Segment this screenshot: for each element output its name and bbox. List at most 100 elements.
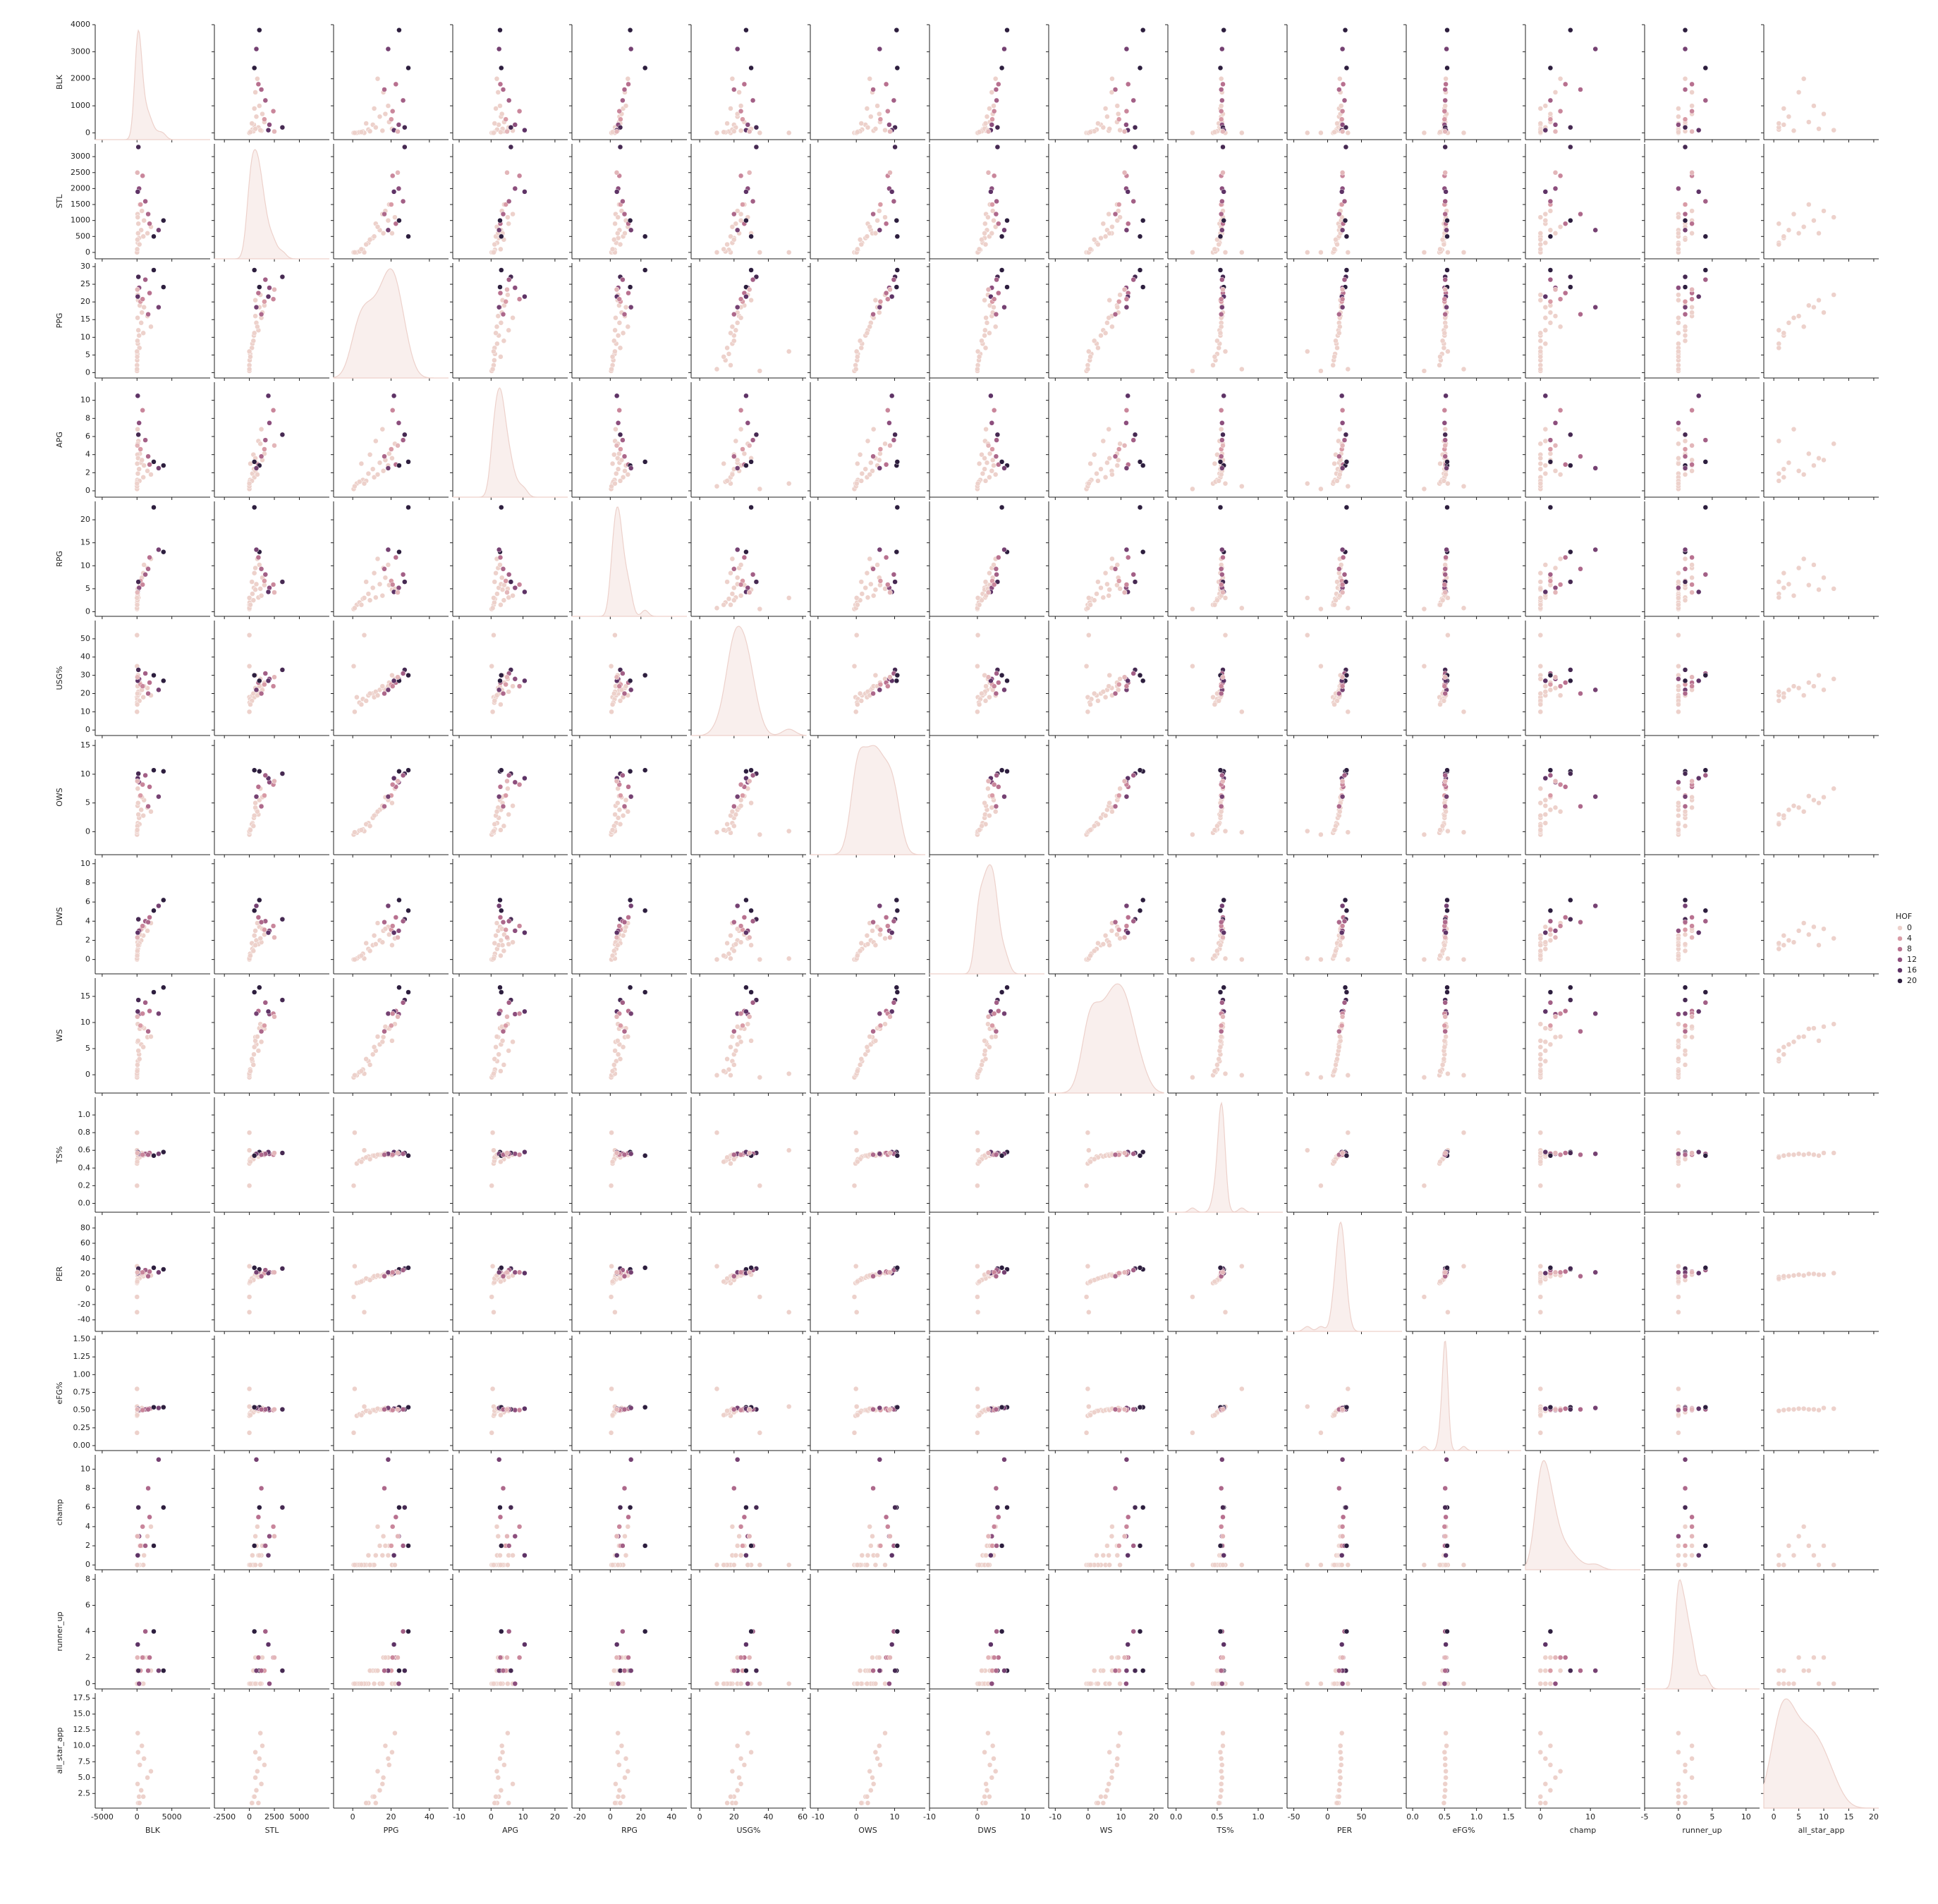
scatter-point <box>1087 827 1093 833</box>
scatter-point <box>499 908 504 914</box>
scatter-point <box>156 304 162 310</box>
scatter-point <box>402 124 408 130</box>
scatter-point <box>877 208 882 214</box>
scatter-point <box>270 582 276 587</box>
scatter-point <box>1592 903 1598 909</box>
scatter-point <box>1442 87 1448 92</box>
scatter-point <box>145 803 151 810</box>
scatter-point <box>979 690 985 697</box>
scatter-point <box>868 460 874 465</box>
scatter-point <box>738 296 744 302</box>
scatter-point <box>1339 296 1346 302</box>
scatter-point <box>887 934 893 941</box>
scatter-point <box>498 937 504 944</box>
scatter-point <box>1004 217 1010 224</box>
scatter-point <box>748 504 754 511</box>
scatter-point <box>1336 453 1342 459</box>
scatter-point <box>1689 231 1695 236</box>
scatter-point <box>265 293 272 300</box>
scatter-point <box>1689 443 1695 448</box>
scatter-point <box>865 124 871 130</box>
scatter-point <box>1117 935 1123 941</box>
scatter-point <box>1125 221 1131 226</box>
scatter-point <box>252 587 258 592</box>
scatter-point <box>1216 241 1221 248</box>
scatter-point <box>882 214 888 220</box>
scatter-point <box>1219 571 1225 578</box>
scatter-point <box>1676 585 1681 591</box>
y-tick-label: 0 <box>85 826 90 836</box>
scatter-point <box>1437 354 1443 360</box>
scatter-point <box>385 903 391 909</box>
scatter-point <box>1437 460 1443 467</box>
y-tick-label: 50 <box>80 634 90 643</box>
scatter-point <box>991 463 997 468</box>
scatter-point <box>1776 594 1782 601</box>
scatter-point <box>1821 310 1827 315</box>
scatter-point <box>140 812 146 819</box>
scatter-point <box>1676 231 1681 236</box>
scatter-point <box>1816 126 1822 132</box>
scatter-point <box>614 170 620 176</box>
scatter-point <box>626 81 631 87</box>
scatter-point <box>1421 606 1427 612</box>
scatter-point <box>1116 681 1122 688</box>
scatter-point <box>504 778 510 784</box>
scatter-point <box>491 348 496 355</box>
scatter-point <box>870 87 876 92</box>
scatter-point <box>1219 465 1225 471</box>
scatter-point <box>1340 81 1346 87</box>
scatter-point <box>1552 122 1559 128</box>
y-tick-label: 6 <box>85 432 90 441</box>
scatter-point <box>506 97 512 104</box>
scatter-point <box>395 128 401 135</box>
scatter-point <box>1339 304 1346 310</box>
scatter-point <box>617 241 623 248</box>
scatter-point <box>1562 784 1568 790</box>
scatter-point <box>494 920 500 926</box>
scatter-point <box>1682 432 1688 438</box>
scatter-point <box>510 315 516 321</box>
scatter-point <box>613 315 618 321</box>
scatter-point <box>1537 366 1544 372</box>
scatter-point <box>1339 929 1345 936</box>
scatter-point <box>1339 934 1346 941</box>
scatter-point <box>1116 927 1122 933</box>
scatter-point <box>724 822 730 827</box>
scatter-point <box>1218 683 1224 689</box>
scatter-point <box>1098 585 1104 591</box>
scatter-point <box>1695 189 1702 195</box>
scatter-point <box>746 590 752 595</box>
scatter-point <box>395 170 401 176</box>
scatter-point <box>1125 929 1130 936</box>
scatter-point <box>743 293 749 300</box>
scatter-point <box>1441 345 1447 351</box>
scatter-point <box>993 803 999 810</box>
scatter-point <box>500 690 506 697</box>
y-tick-label: 10 <box>80 396 90 405</box>
scatter-point <box>385 687 391 693</box>
scatter-point <box>1339 903 1346 909</box>
scatter-point <box>1217 459 1224 465</box>
scatter-point <box>135 590 140 595</box>
scatter-point <box>138 202 143 207</box>
y-tick-label: 10 <box>80 332 90 341</box>
scatter-point <box>1547 233 1554 240</box>
scatter-point <box>1676 702 1681 707</box>
scatter-point <box>135 929 141 936</box>
scatter-point <box>393 554 399 561</box>
scatter-point <box>258 426 264 432</box>
y-tick-label: 0 <box>85 248 90 257</box>
scatter-point <box>251 908 257 914</box>
scatter-point <box>731 823 737 829</box>
scatter-point <box>741 915 748 920</box>
scatter-point <box>1104 320 1110 326</box>
scatter-point <box>883 462 889 468</box>
scatter-point <box>512 285 518 291</box>
scatter-point <box>262 97 269 104</box>
scatter-point <box>1786 687 1792 693</box>
scatter-point <box>1218 453 1224 459</box>
scatter-point <box>135 274 141 280</box>
scatter-point <box>1305 480 1310 487</box>
scatter-point <box>501 823 507 829</box>
